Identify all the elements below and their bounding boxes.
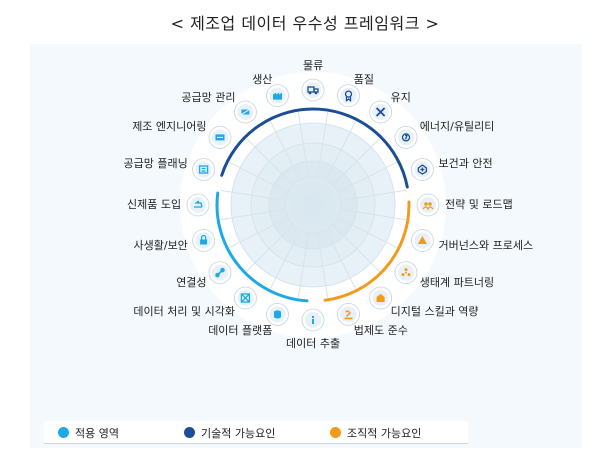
spoke (246, 138, 294, 186)
legend: 적용 영역 기술적 가능요인 조직적 가능요인 (44, 421, 468, 444)
label-product: 신제품 도입 (127, 198, 182, 211)
spoke (229, 161, 289, 193)
skills-icon (369, 286, 393, 310)
spoke (229, 217, 289, 249)
spoke (337, 161, 397, 193)
wheel-spokes (220, 112, 406, 298)
spoke (220, 208, 286, 221)
governance-icon (410, 229, 434, 252)
label-badge: 품질 (353, 72, 375, 86)
badge-icon (337, 84, 360, 107)
spoke (316, 112, 329, 178)
label-truck: 물류 (303, 59, 324, 72)
legend-label-application: 적용 영역 (75, 427, 119, 440)
truck-icon (301, 78, 325, 102)
spoke (332, 138, 380, 186)
page-title: < 제조업 데이터 우수성 프레임워크 > (170, 14, 440, 33)
label-skills: 디지털 스킬과 역량 (390, 304, 479, 318)
planning-icon (192, 158, 216, 181)
label-planning: 공급망 플래닝 (123, 157, 188, 171)
legend-label-organizational: 조직적 가능요인 (347, 427, 422, 440)
spoke (316, 232, 329, 298)
arc-organizational (323, 200, 411, 302)
arc-application (215, 191, 309, 303)
spoke (340, 189, 406, 202)
legend-item-technical: 기술적 가능요인 (184, 425, 275, 441)
legend-item-application: 적용 영역 (58, 425, 119, 441)
supply-icon (233, 100, 257, 124)
lock-icon (192, 229, 216, 252)
visualize-icon (233, 286, 257, 310)
spoke (269, 229, 301, 289)
ring-4 (284, 176, 342, 234)
spoke (337, 217, 397, 249)
ecosystem-icon (394, 261, 418, 285)
factory-icon (266, 84, 289, 107)
legend-dot-technical (184, 427, 195, 438)
label-visualize: 데이터 처리 및 시각화 (133, 304, 235, 318)
tools-icon (369, 100, 393, 124)
wheel-rings (180, 72, 446, 338)
strategy-icon (416, 193, 440, 217)
spoke (297, 112, 310, 178)
label-extract: 데이터 추출 (286, 337, 341, 350)
safety-icon (410, 158, 434, 181)
label-governance: 거버넌스와 프로세스 (438, 238, 534, 252)
label-engineering: 제조 엔지니어링 (132, 120, 207, 134)
spoke (297, 232, 310, 298)
label-lock: 사생활/보안 (133, 238, 188, 252)
label-factory: 생산 (252, 72, 273, 86)
spoke (269, 121, 301, 181)
label-energy: 에너지/유틸리티 (419, 120, 495, 134)
spoke (340, 208, 406, 221)
engineering-icon (208, 125, 232, 149)
label-compliance: 법제도 준수 (353, 323, 408, 337)
legend-item-organizational: 조직적 가능요인 (330, 425, 421, 441)
label-tools: 유지 (390, 91, 411, 105)
compliance-icon (337, 302, 360, 326)
spoke (325, 121, 357, 181)
spoke (220, 189, 286, 202)
energy-icon (394, 125, 418, 149)
legend-dot-application (58, 427, 69, 438)
spoke (332, 224, 380, 272)
label-supply: 공급망 관리 (181, 91, 236, 105)
label-database: 데이터 플랫폼 (208, 323, 273, 337)
legend-label-technical: 기술적 가능요인 (201, 427, 276, 440)
product-icon (186, 193, 210, 217)
label-link: 연결성 (176, 275, 207, 289)
label-ecosystem: 생태계 파트너링 (419, 275, 495, 289)
spoke (246, 224, 294, 272)
database-icon (266, 302, 289, 326)
spoke (325, 229, 357, 289)
group-arcs (215, 107, 411, 303)
arc-technical (220, 107, 409, 189)
label-strategy: 전략 및 로드맵 (445, 198, 513, 211)
legend-dot-organizational (330, 427, 341, 438)
extract-icon (301, 308, 325, 332)
link-icon (208, 261, 232, 285)
label-safety: 보건과 안전 (438, 157, 493, 171)
wheel-icons (186, 78, 440, 332)
